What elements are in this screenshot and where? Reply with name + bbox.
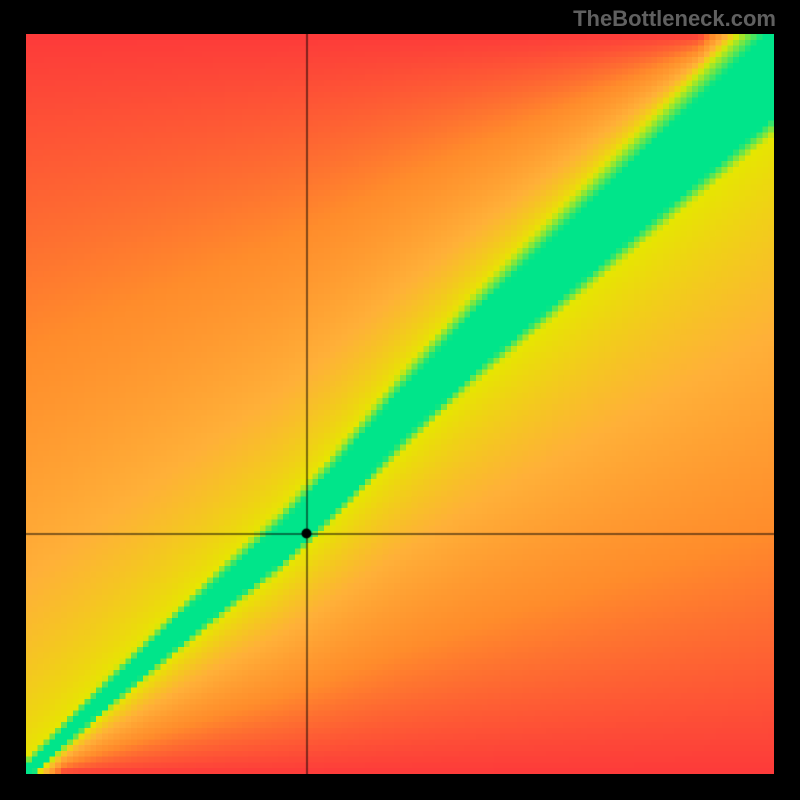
overlay-canvas	[26, 34, 774, 774]
chart-container: TheBottleneck.com	[0, 0, 800, 800]
plot-area	[26, 34, 774, 774]
watermark-text: TheBottleneck.com	[573, 6, 776, 32]
